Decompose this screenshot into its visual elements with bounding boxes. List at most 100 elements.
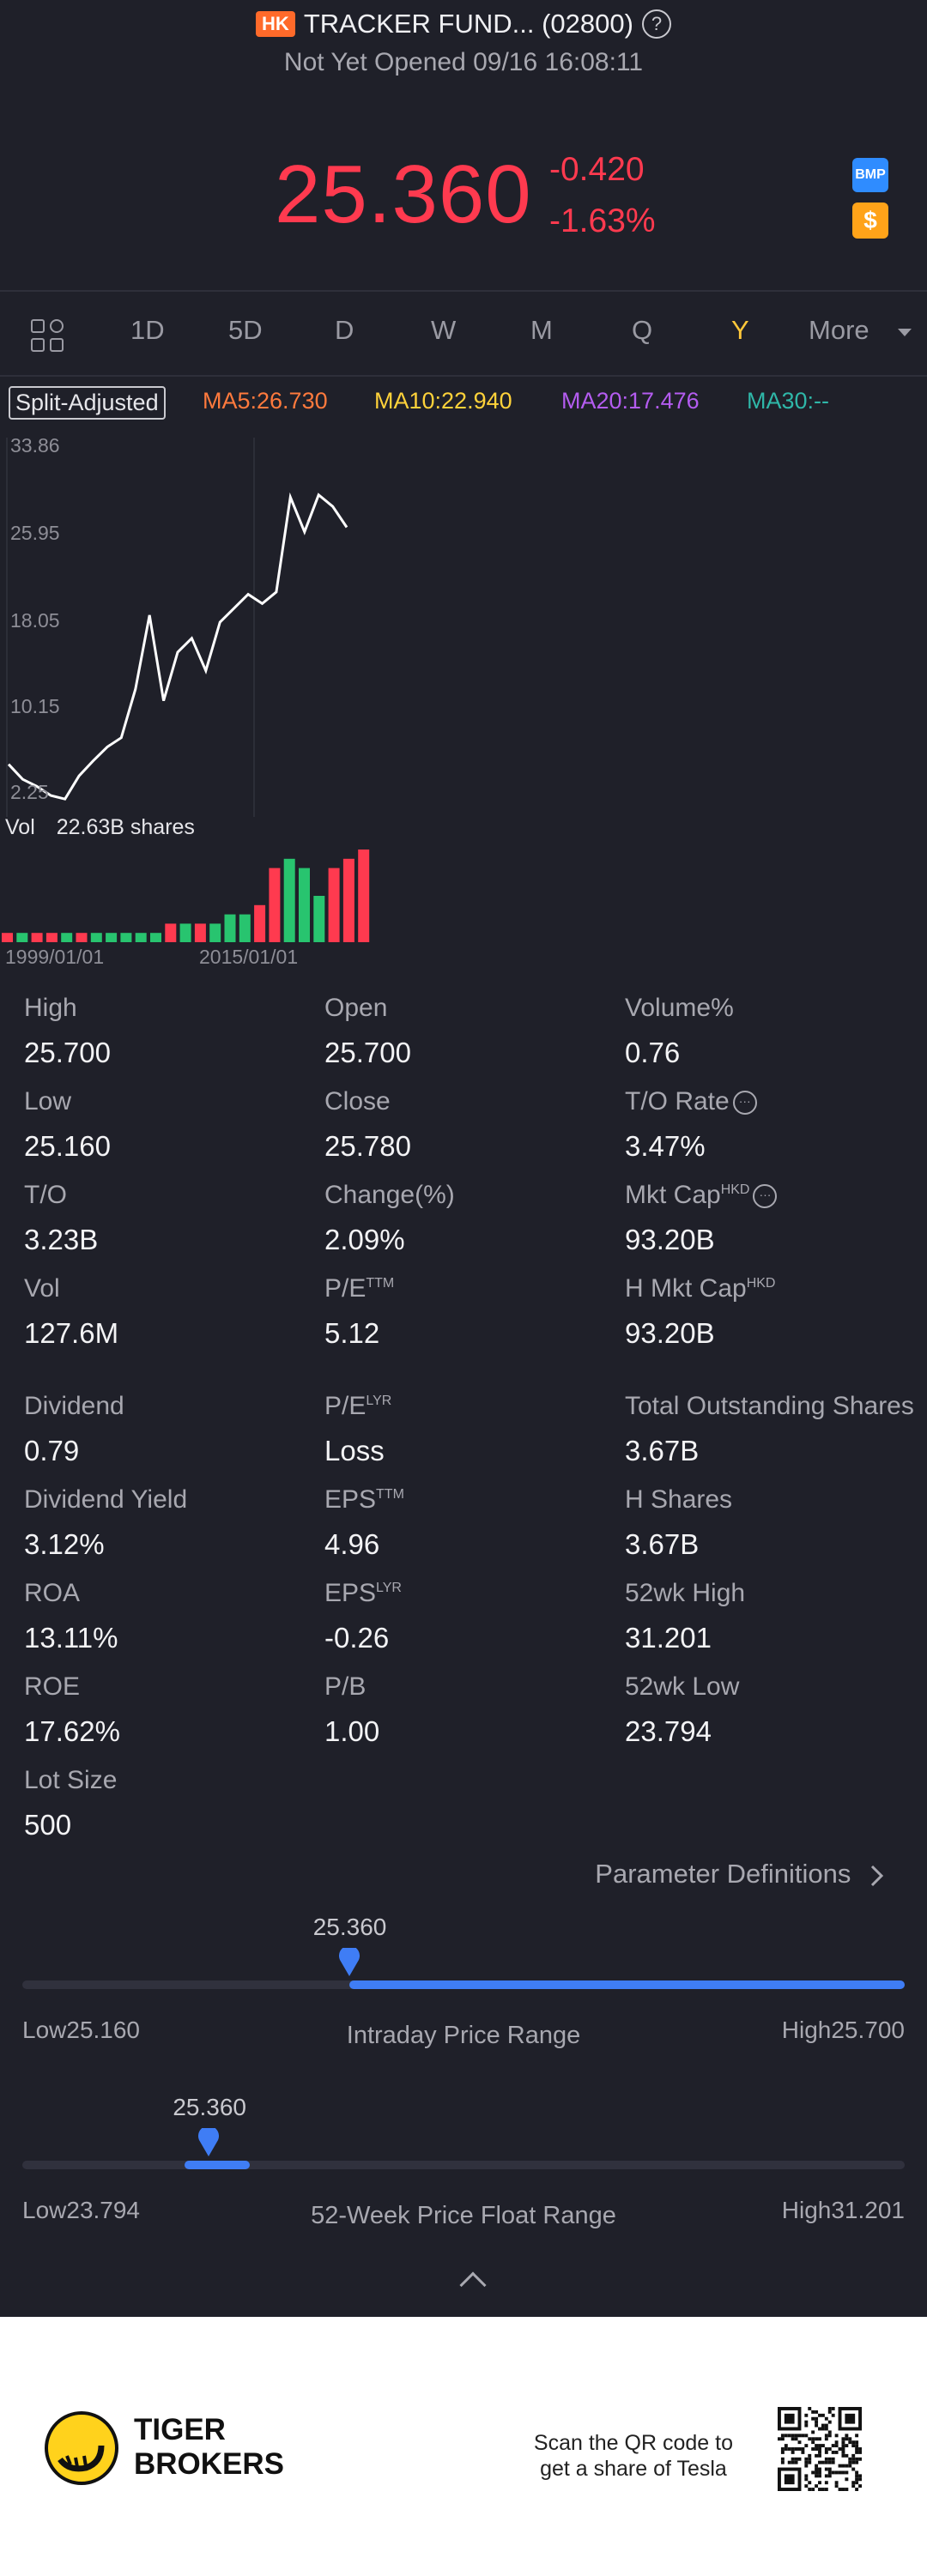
currency-sup: HKD xyxy=(720,1182,750,1197)
dollar-icon[interactable]: $ xyxy=(852,203,888,239)
stat-value-h-shares: 3.67B xyxy=(625,1528,700,1560)
help-icon[interactable]: ? xyxy=(641,9,671,39)
volume-bar xyxy=(45,933,58,942)
volume-bar xyxy=(224,914,236,942)
stat-label-eps-ttm: EPSTTM xyxy=(324,1485,404,1515)
stat-value-pe-lyr: Loss xyxy=(324,1435,385,1466)
volume-bar xyxy=(342,858,354,942)
stat-value-total-shares: 3.67B xyxy=(625,1435,700,1466)
parameter-definitions-text: Parameter Definitions xyxy=(595,1859,851,1889)
volume-bar xyxy=(2,933,13,942)
stat-label-high: High xyxy=(24,994,77,1022)
lyr-sup: LYR xyxy=(366,1394,392,1408)
market-badge: HK xyxy=(256,11,295,37)
parameter-definitions-link[interactable]: Parameter Definitions xyxy=(595,1859,886,1890)
ma20-value: MA20:17.476 xyxy=(561,388,700,414)
stat-label-roa: ROA xyxy=(24,1579,81,1607)
tab-5d[interactable]: 5D xyxy=(228,315,263,345)
more-info-icon[interactable]: ··· xyxy=(753,1184,778,1209)
stat-label-to-rate: T/O Rate ··· xyxy=(625,1087,757,1116)
volume-bar xyxy=(283,858,295,942)
ma5-value: MA5:26.730 xyxy=(203,388,328,414)
qr-code[interactable] xyxy=(778,2407,862,2491)
stat-label-52wk-low: 52wk Low xyxy=(625,1672,740,1701)
tab-more[interactable]: More xyxy=(809,315,869,345)
stat-label-open: Open xyxy=(324,994,388,1022)
brand-line-2: BROKERS xyxy=(134,2447,285,2481)
week52-range-track xyxy=(22,2161,905,2169)
stat-label-dividend: Dividend xyxy=(24,1392,124,1420)
tab-m[interactable]: M xyxy=(530,315,553,345)
stat-value-52wk-low: 23.794 xyxy=(625,1715,712,1747)
stock-title[interactable]: TRACKER FUND... (02800) xyxy=(303,9,633,39)
price-change: -0.420 xyxy=(549,151,645,188)
tab-y[interactable]: Y xyxy=(731,315,749,345)
stat-value-open: 25.700 xyxy=(324,1037,411,1068)
stat-label-change-pct: Change(%) xyxy=(324,1181,455,1209)
intraday-low: Low25.160 xyxy=(22,2017,141,2043)
stat-label-low: Low xyxy=(24,1087,72,1116)
tab-q[interactable]: Q xyxy=(632,315,653,345)
divider xyxy=(0,375,927,377)
stat-label-52wk-high: 52wk High xyxy=(625,1579,746,1607)
grid-layout-icon[interactable] xyxy=(31,319,65,354)
stat-label-h-shares: H Shares xyxy=(625,1485,733,1514)
volume-bar xyxy=(150,933,161,942)
stat-value-dividend-yield: 3.12% xyxy=(24,1528,105,1560)
intraday-current-value: 25.360 xyxy=(312,1914,387,1940)
volume-bar xyxy=(194,923,206,942)
ttm-sup: TTM xyxy=(376,1487,404,1502)
week52-low: Low23.794 xyxy=(22,2197,141,2223)
y-tick-label: 10.15 xyxy=(10,695,60,717)
tab-d[interactable]: D xyxy=(335,315,354,345)
stat-label-close: Close xyxy=(324,1087,391,1116)
price-chart-svg[interactable] xyxy=(0,429,927,978)
qr-caption: Scan the QR code to get a share of Tesla xyxy=(534,2430,733,2482)
stat-label-to: T/O xyxy=(24,1181,67,1209)
divider xyxy=(0,290,927,292)
y-tick-label: 33.86 xyxy=(10,434,60,457)
stat-value-52wk-high: 31.201 xyxy=(625,1622,712,1654)
stat-label-dividend-yield: Dividend Yield xyxy=(24,1485,188,1514)
y-tick-label: 25.95 xyxy=(10,522,60,544)
mkt-cap-text: Mkt Cap xyxy=(625,1181,721,1209)
volume-bar xyxy=(299,868,310,942)
moving-average-row: Split-Adjusted MA5:26.730 MA10:22.940 MA… xyxy=(9,384,927,422)
week52-high: High31.201 xyxy=(781,2197,905,2223)
chevron-right-icon xyxy=(870,1865,884,1886)
intraday-high: High25.700 xyxy=(781,2017,905,2043)
stat-label-lot-size: Lot Size xyxy=(24,1766,118,1794)
stat-value-to-rate: 3.47% xyxy=(625,1130,706,1162)
volume-bar xyxy=(106,933,118,942)
tab-1d[interactable]: 1D xyxy=(130,315,165,345)
bmp-icon[interactable]: BMP xyxy=(852,158,888,192)
week52-range-fill xyxy=(185,2161,251,2169)
chevron-up-icon[interactable] xyxy=(459,2271,487,2299)
chevron-down-icon[interactable] xyxy=(896,327,913,339)
stat-value-change-pct: 2.09% xyxy=(324,1224,405,1255)
x-tick-label: 2015/01/01 xyxy=(199,946,299,968)
eps-text: EPS xyxy=(324,1485,377,1514)
price-chart[interactable]: 33.86 25.95 18.05 10.15 2.25 1999/01/01 … xyxy=(0,429,927,978)
stat-value-h-mkt-cap: 93.20B xyxy=(625,1317,715,1349)
y-tick-label: 2.25 xyxy=(10,781,49,803)
stat-value-high: 25.700 xyxy=(24,1037,111,1068)
brand-line-1: TIGER xyxy=(134,2413,226,2446)
stat-value-pe-ttm: 5.12 xyxy=(324,1317,380,1349)
more-info-icon[interactable]: ··· xyxy=(732,1091,757,1116)
current-price: 25.360 xyxy=(275,148,532,240)
stat-value-roa: 13.11% xyxy=(24,1622,118,1654)
tab-w[interactable]: W xyxy=(431,315,457,345)
volume-bar xyxy=(254,904,266,942)
volume-bar xyxy=(16,933,28,942)
volume-title: Vol xyxy=(5,815,35,839)
quote-header: HK TRACKER FUND... (02800) ? Not Yet Ope… xyxy=(0,0,927,287)
h-mkt-cap-text: H Mkt Cap xyxy=(625,1274,747,1303)
stat-value-volume-pct: 0.76 xyxy=(625,1037,681,1068)
stat-value-to: 3.23B xyxy=(24,1224,99,1255)
stat-label-pe-ttm: P/ETTM xyxy=(324,1274,394,1303)
stat-value-close: 25.780 xyxy=(324,1130,411,1162)
split-adjusted-button[interactable]: Split-Adjusted xyxy=(9,386,166,420)
volume-bar xyxy=(328,868,340,942)
week52-range-title: 52-Week Price Float Range xyxy=(311,2202,616,2229)
